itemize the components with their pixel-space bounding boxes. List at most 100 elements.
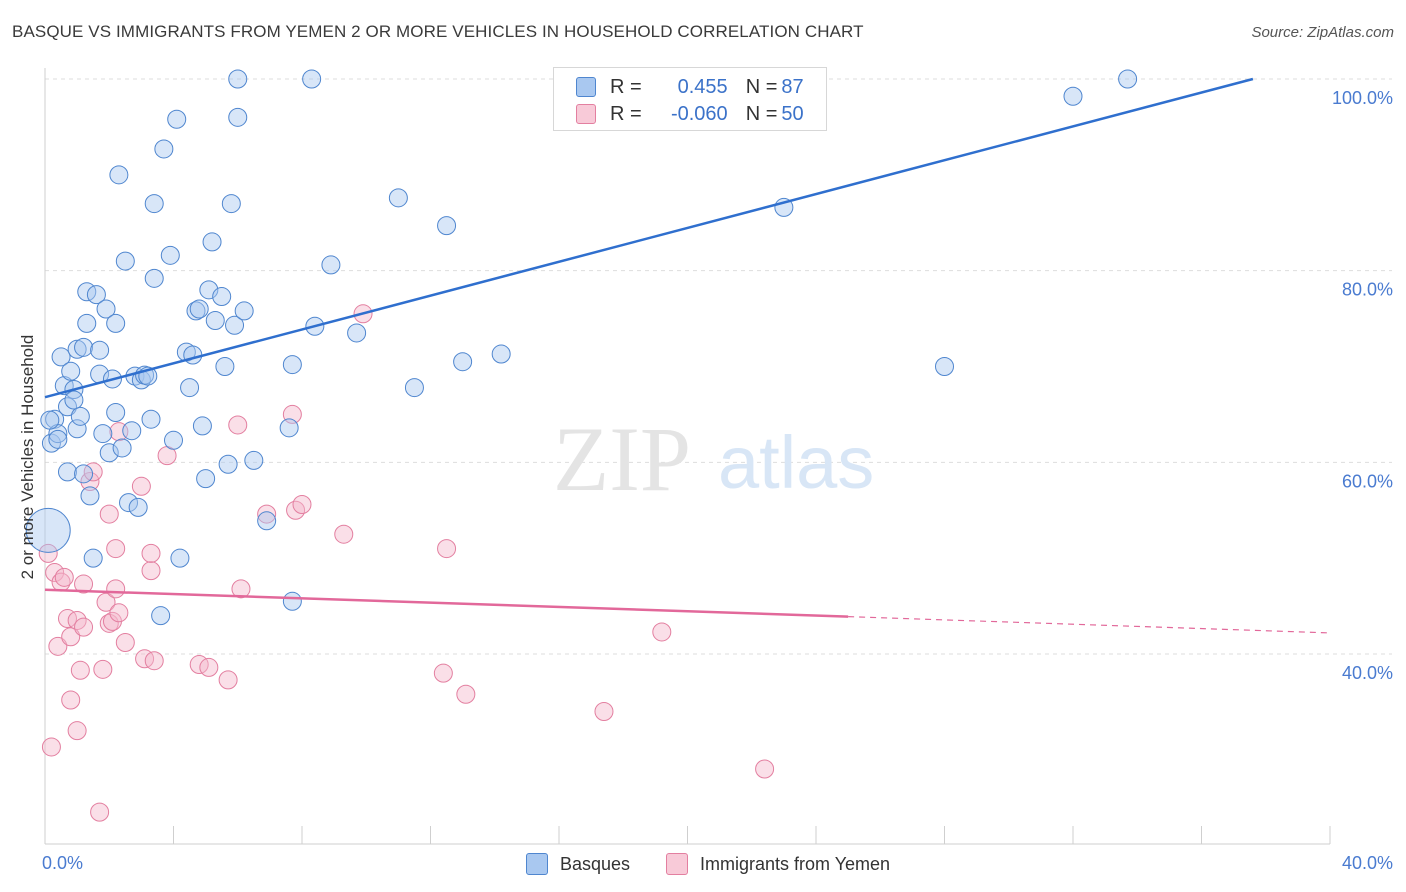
basque-point — [935, 357, 954, 376]
bottom-legend-yemen[interactable]: Immigrants from Yemen — [666, 851, 890, 877]
yemen-point — [594, 702, 614, 721]
yemen-point — [257, 504, 277, 524]
basque-point — [189, 299, 209, 319]
yemen-point — [131, 476, 151, 496]
basque-point — [99, 443, 119, 463]
basque-point — [202, 232, 222, 252]
basque-point — [388, 188, 408, 208]
yemen-point — [292, 495, 312, 514]
basque-point — [128, 497, 148, 517]
legend-r-value: -0.060 — [670, 102, 728, 125]
basque-point — [218, 454, 238, 474]
basque-point — [64, 390, 84, 410]
y-tick-label: 40.0% — [1342, 663, 1393, 683]
grid-layer — [45, 78, 1392, 655]
watermark-zip: ZIP — [553, 408, 691, 510]
yemen-points — [38, 304, 775, 822]
basque-point — [106, 313, 126, 333]
legend-n-value: 87 — [781, 75, 804, 98]
yemen-legend-swatch — [666, 853, 688, 875]
legend-n-value: 50 — [781, 102, 804, 125]
basque-point — [119, 493, 139, 513]
basque-point — [154, 139, 174, 159]
legend-row-basques: R = 0.455 N = 87 — [576, 75, 804, 99]
basque-point — [160, 245, 180, 265]
yemen-point — [57, 609, 77, 629]
basque-point — [48, 429, 68, 449]
yemen-point — [755, 759, 775, 779]
yemen-point — [54, 567, 74, 587]
basque-point — [61, 361, 81, 381]
yemen-point — [334, 524, 354, 544]
basque-point — [86, 285, 106, 305]
watermark-atlas: atlas — [718, 421, 874, 504]
legend-r-label: R = — [610, 102, 642, 125]
basque-point — [170, 548, 190, 568]
basque-point — [112, 438, 132, 458]
x-tick-label: 40.0% — [1342, 853, 1393, 873]
basque-point — [282, 355, 302, 375]
basque-point — [164, 430, 183, 450]
basques-legend-swatch — [526, 853, 548, 875]
yemen-point — [433, 663, 453, 683]
yemen-point — [61, 690, 81, 710]
stats-legend: R = 0.455 N = 87 R = -0.060 N = 50 — [553, 67, 827, 131]
basque-point — [40, 410, 60, 430]
yemen-point — [141, 561, 161, 581]
basque-point — [186, 301, 206, 321]
trend-layer — [44, 77, 1331, 634]
basque-point — [80, 486, 100, 506]
yemen-point — [83, 462, 103, 482]
yemen-point — [115, 633, 135, 652]
yemen-point — [90, 802, 110, 822]
basque-point — [228, 107, 248, 127]
basque-point — [244, 450, 264, 470]
basque-point — [215, 357, 235, 376]
yemen-trend-line — [44, 588, 849, 618]
basque-point — [51, 347, 71, 367]
yemen-point — [41, 737, 61, 757]
source-label: Source: ZipAtlas.com — [1251, 24, 1394, 41]
basque-point — [491, 344, 511, 364]
basque-point — [212, 287, 232, 307]
basque-point — [437, 216, 457, 236]
yemen-point — [199, 657, 219, 677]
basques-swatch — [576, 77, 596, 97]
basque-point — [67, 339, 87, 359]
yemen-point — [45, 563, 65, 583]
basque-point — [205, 311, 225, 330]
bottom-legend-basques[interactable]: Basques — [526, 851, 630, 877]
basque-point — [77, 313, 97, 333]
watermark: ZIP atlas — [553, 408, 874, 510]
basque-point — [109, 165, 129, 185]
yemen-trend-extension — [848, 616, 1331, 634]
legend-n-label: N = — [745, 75, 778, 98]
basques-legend-label: Basques — [560, 853, 631, 874]
basque-point — [347, 323, 367, 343]
basque-point — [151, 606, 171, 626]
basque-point — [167, 109, 187, 129]
y-tick-label: 100.0% — [1332, 88, 1393, 108]
basque-point — [106, 403, 126, 422]
yemen-swatch — [576, 104, 596, 124]
basques-trend-line — [44, 77, 1254, 399]
basque-point — [57, 462, 77, 482]
basque-point — [144, 268, 164, 288]
yemen-point — [437, 539, 457, 559]
yemen-point — [48, 636, 68, 656]
yemen-point — [67, 721, 87, 741]
yemen-point — [96, 592, 116, 612]
basque-point — [221, 194, 241, 214]
basque-point — [74, 464, 94, 484]
chart-title: BASQUE VS IMMIGRANTS FROM YEMEN 2 OR MOR… — [12, 22, 864, 41]
basque-point — [282, 591, 302, 611]
basque-point — [141, 409, 161, 429]
basque-point — [83, 548, 103, 568]
axes-layer — [44, 68, 1331, 845]
basque-point — [115, 251, 135, 271]
yemen-legend-label: Immigrants from Yemen — [700, 853, 891, 874]
yemen-point — [61, 627, 81, 647]
basque-point — [234, 301, 254, 321]
yemen-point — [106, 539, 126, 559]
